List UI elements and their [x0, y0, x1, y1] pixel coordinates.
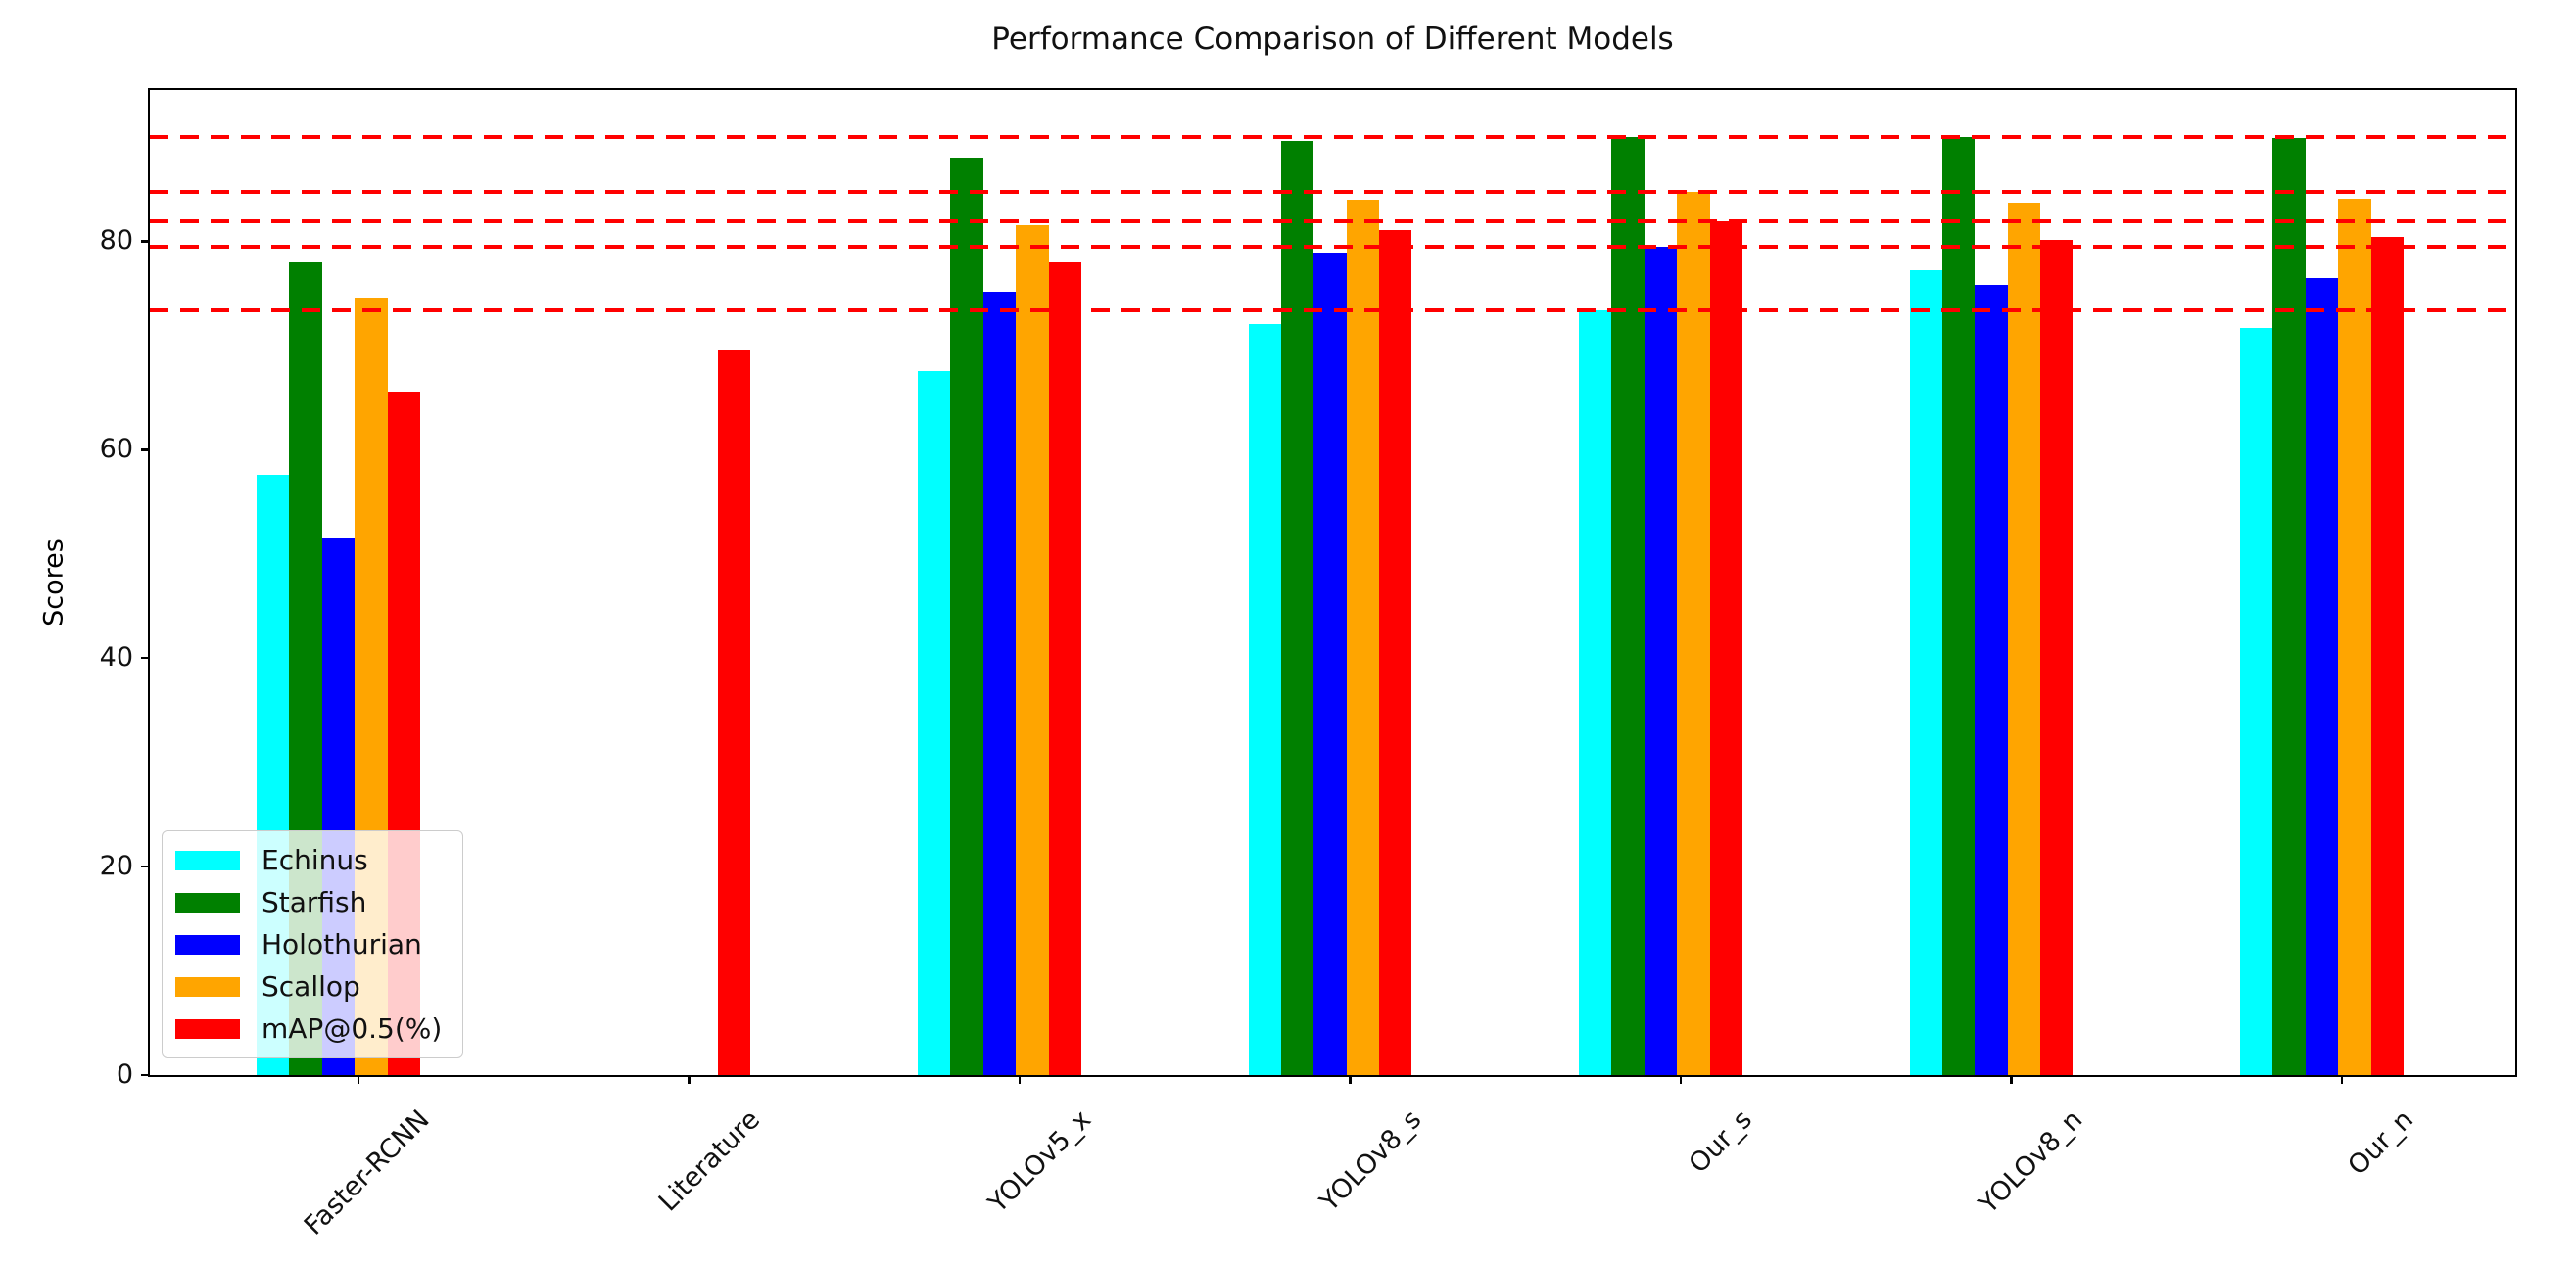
bar-scallop-our-s [1677, 192, 1710, 1075]
reference-line [150, 244, 2515, 249]
legend-item: Scallop [163, 965, 462, 1007]
bar-starfish-yolov5-x [950, 158, 983, 1075]
y-tick-label: 40 [99, 642, 133, 674]
reference-line [150, 190, 2515, 195]
x-tick-mark [357, 1075, 360, 1084]
x-tick-label-literature: Literature [653, 1104, 767, 1218]
plot-area: Echinus Starfish Holothurian Scallop mAP@0.5… [148, 88, 2517, 1077]
bar-scallop-our-n [2338, 198, 2371, 1075]
bar-scallop-yolov5-x [1016, 225, 1049, 1075]
x-tick-label-faster-rcnn: Faster-RCNN [299, 1104, 436, 1241]
legend-label: Holothurian [262, 928, 422, 960]
x-tick-mark [2340, 1075, 2344, 1084]
legend-item: Holothurian [163, 923, 462, 965]
legend-item: mAP@0.5(%) [163, 1007, 462, 1050]
bar-starfish-our-s [1611, 136, 1645, 1075]
bar-echinus-yolov8-n [1909, 270, 1942, 1075]
bar-scallop-yolov8-s [1346, 199, 1380, 1075]
bar-holothurian-yolov5-x [982, 291, 1017, 1075]
legend-label: Echinus [262, 844, 368, 876]
x-tick-mark [1679, 1075, 1683, 1084]
bar-echinus-yolov8-s [1248, 323, 1281, 1075]
x-tick-label-our-s: Our_s [1683, 1104, 1758, 1180]
x-tick-mark [1018, 1075, 1022, 1084]
y-tick-mark [141, 448, 150, 451]
legend-swatch-icon [175, 976, 240, 997]
bar-holothurian-yolov8-n [1975, 285, 2008, 1075]
legend-label: Scallop [262, 970, 360, 1003]
legend-label: Starfish [262, 886, 367, 918]
reference-line [150, 219, 2515, 224]
y-axis-label: Scores [38, 538, 70, 627]
reference-line [150, 307, 2515, 312]
y-tick-mark [141, 1073, 150, 1077]
bar-holothurian-our-s [1644, 246, 1678, 1075]
legend: Echinus Starfish Holothurian Scallop mAP@0.5… [162, 830, 463, 1058]
legend-item: Starfish [163, 881, 462, 923]
y-tick-label: 20 [99, 851, 133, 882]
y-tick-mark [141, 865, 150, 868]
y-tick-label: 0 [116, 1059, 133, 1090]
x-tick-mark [1349, 1075, 1352, 1084]
legend-swatch-icon [175, 934, 240, 955]
bar-starfish-yolov8-n [1941, 136, 1976, 1075]
legend-swatch-icon [175, 1018, 240, 1039]
bar-map-0-5-yolov8-n [2040, 240, 2074, 1075]
bar-echinus-our-s [1579, 309, 1612, 1075]
y-tick-mark [141, 240, 150, 243]
x-tick-label-our-n: Our_n [2342, 1104, 2419, 1182]
x-tick-mark [688, 1075, 691, 1084]
bar-echinus-yolov5-x [918, 371, 951, 1075]
legend-item: Echinus [163, 839, 462, 881]
bar-starfish-our-n [2272, 138, 2306, 1075]
x-tick-mark [2010, 1075, 2013, 1084]
y-tick-label: 60 [99, 434, 133, 465]
bar-map-0-5-yolov5-x [1048, 261, 1081, 1075]
x-tick-label-yolov8-n: YOLOv8_n [1973, 1104, 2089, 1220]
bar-map-0-5-our-s [1709, 221, 1742, 1075]
bar-holothurian-yolov8-s [1313, 253, 1347, 1075]
bar-echinus-our-n [2240, 327, 2273, 1075]
legend-swatch-icon [175, 892, 240, 913]
chart-title: Performance Comparison of Different Mode… [991, 22, 1674, 57]
bar-map-0-5-literature [718, 350, 751, 1075]
bar-map-0-5-our-n [2370, 237, 2404, 1075]
legend-label: mAP@0.5(%) [262, 1012, 443, 1045]
bar-starfish-yolov8-s [1280, 141, 1314, 1075]
y-tick-mark [141, 656, 150, 660]
bar-scallop-yolov8-n [2007, 203, 2041, 1075]
x-tick-label-yolov5-x: YOLOv5_x [982, 1104, 1097, 1219]
reference-line [150, 134, 2515, 139]
legend-swatch-icon [175, 850, 240, 870]
bar-map-0-5-yolov8-s [1379, 229, 1412, 1075]
y-tick-label: 80 [99, 225, 133, 257]
bar-holothurian-our-n [2305, 277, 2339, 1075]
x-tick-label-yolov8-s: YOLOv8_s [1313, 1104, 1428, 1218]
